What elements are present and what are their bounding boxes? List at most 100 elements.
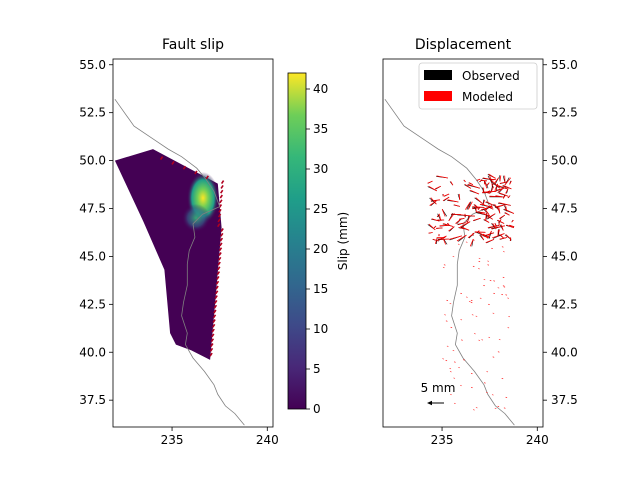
modeled-vector <box>459 218 464 219</box>
modeled-vector <box>502 247 504 248</box>
modeled-vector <box>503 252 505 253</box>
legend: Observed Modeled <box>419 63 537 109</box>
modeled-vector <box>453 350 455 351</box>
colorbar-tick-label: 40 <box>313 82 328 96</box>
x-tick-label: 235 <box>431 433 454 447</box>
modeled-vector <box>489 337 491 338</box>
modeled-vector <box>499 215 505 219</box>
y-tick-label: 37.5 <box>551 393 578 407</box>
modeled-vector <box>488 304 490 305</box>
modeled-vector <box>504 287 506 288</box>
modeled-vector <box>499 339 501 340</box>
y-tick-label: 45.0 <box>79 249 106 263</box>
modeled-vector <box>498 288 500 289</box>
modeled-vector <box>485 209 489 215</box>
modeled-vector <box>476 408 478 409</box>
modeled-vector <box>473 266 475 267</box>
modeled-vector <box>491 248 493 249</box>
x-tick-label: 240 <box>526 433 549 447</box>
x-tick-label: 240 <box>256 433 279 447</box>
colorbar-tick-label: 20 <box>313 242 328 256</box>
modeled-vector <box>482 340 484 341</box>
modeled-vector <box>469 301 471 302</box>
modeled-vector <box>471 387 473 388</box>
modeled-vector <box>495 408 497 409</box>
modeled-vector <box>473 218 481 220</box>
legend-label-observed: Observed <box>462 69 520 83</box>
modeled-vector <box>487 261 489 262</box>
y-tick-label: 47.5 <box>551 202 578 216</box>
modeled-vector <box>488 265 490 266</box>
displacement-frame <box>383 59 543 427</box>
modeled-vector <box>454 378 456 379</box>
y-tick-label: 37.5 <box>79 393 106 407</box>
modeled-vector <box>453 256 455 257</box>
y-tick-label: 40.0 <box>79 345 106 359</box>
modeled-vector <box>466 297 468 298</box>
ridge-arrow <box>220 200 222 203</box>
modeled-vector <box>507 298 509 299</box>
modeled-vector <box>466 221 467 223</box>
modeled-vector <box>474 334 476 335</box>
modeled-vector <box>446 321 448 322</box>
ridge-arrow <box>220 238 222 241</box>
modeled-vector <box>433 239 439 241</box>
modeled-vector <box>435 186 441 189</box>
modeled-vector <box>444 194 449 196</box>
modeled-vector <box>473 410 475 411</box>
modeled-vector <box>483 233 494 236</box>
modeled-vector <box>506 295 508 296</box>
modeled-vector <box>493 357 495 358</box>
y-tick-label: 50.0 <box>551 154 578 168</box>
modeled-vector <box>492 395 494 396</box>
modeled-vector <box>469 183 473 185</box>
modeled-vector <box>447 346 449 347</box>
y-tick-label: 42.5 <box>79 297 106 311</box>
modeled-vector <box>475 232 486 233</box>
scale-label: 5 mm <box>421 381 456 395</box>
modeled-vector <box>440 225 449 226</box>
colorbar-tick-label: 5 <box>313 362 321 376</box>
modeled-vector <box>508 316 510 317</box>
modeled-vector <box>451 327 453 328</box>
modeled-vector <box>486 202 494 206</box>
modeled-vector <box>504 408 506 409</box>
y-tick-label: 42.5 <box>551 297 578 311</box>
modeled-vector <box>446 360 448 361</box>
y-tick-label: 47.5 <box>79 202 106 216</box>
ridge-arrow <box>221 185 223 188</box>
modeled-vector <box>486 213 487 220</box>
y-tick-label: 50.0 <box>79 154 106 168</box>
modeled-vector <box>450 303 452 304</box>
y-tick-label: 55.0 <box>551 58 578 72</box>
colorbar-gradient <box>288 73 306 409</box>
modeled-vector <box>460 293 462 294</box>
modeled-vector <box>454 403 456 404</box>
slip-secondary <box>182 204 210 232</box>
colorbar-tick-label: 35 <box>313 122 328 136</box>
modeled-vector <box>466 242 468 243</box>
ridge-arrow <box>221 233 223 236</box>
modeled-vector <box>454 362 456 363</box>
ridge-arrow <box>221 190 223 193</box>
modeled-vector <box>458 367 460 368</box>
modeled-vector <box>428 181 433 183</box>
modeled-vector <box>493 293 495 294</box>
modeled-vector <box>443 267 445 268</box>
colorbar-label: Slip (mm) <box>336 212 350 270</box>
modeled-vector <box>505 213 510 216</box>
modeled-vector <box>447 300 449 301</box>
modeled-vector <box>498 406 500 407</box>
y-tick-label: 55.0 <box>79 58 106 72</box>
modeled-vector <box>486 239 494 242</box>
scale-arrow <box>427 401 444 405</box>
modeled-vector <box>471 302 473 303</box>
colorbar-tick-label: 15 <box>313 282 328 296</box>
displacement-vectors <box>428 174 515 246</box>
modeled-vector <box>461 340 463 341</box>
modeled-vector <box>471 373 473 374</box>
modeled-vector <box>458 244 460 245</box>
modeled-vector <box>479 258 481 259</box>
